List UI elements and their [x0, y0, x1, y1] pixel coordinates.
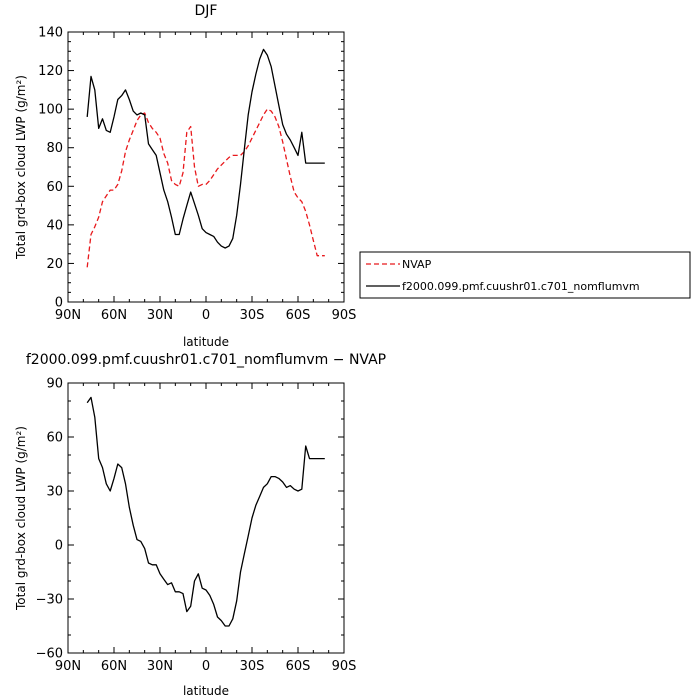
- plot-area-frame: [67, 382, 345, 654]
- legend-label-nvap: NVAP: [402, 258, 432, 271]
- series-lines: [86, 396, 325, 627]
- y-tick-label: 120: [38, 64, 63, 79]
- y-tick-label: 0: [55, 296, 63, 311]
- y-tick-label: 80: [46, 141, 63, 156]
- x-tick-label: 90N: [55, 659, 81, 674]
- x-tick-label: 30N: [147, 308, 173, 323]
- x-tick-label: 30S: [240, 308, 265, 323]
- legend-label-model: f2000.099.pmf.cuushr01.c701_nomflumvm: [402, 280, 640, 293]
- chart-bottom-panel: f2000.099.pmf.cuushr01.c701_nomflumvm − …: [14, 352, 386, 698]
- y-tick-label: 0: [55, 539, 63, 554]
- x-tick-label: 60S: [286, 308, 311, 323]
- series-lines: [86, 48, 325, 268]
- y-axis-title: Total grd-box cloud LWP (g/m²): [14, 75, 28, 260]
- x-axis-title: latitude: [183, 335, 229, 349]
- x-tick-label: 30S: [240, 659, 265, 674]
- y-tick-label: −60: [36, 647, 63, 662]
- series-line-difference: [86, 396, 325, 627]
- x-tick-label: 90N: [55, 308, 81, 323]
- y-tick-label: 20: [46, 257, 63, 272]
- y-tick-label: 60: [46, 431, 63, 446]
- legend: NVAP f2000.099.pmf.cuushr01.c701_nomflum…: [359, 251, 691, 299]
- x-tick-label: 60N: [101, 308, 127, 323]
- chart-title: f2000.099.pmf.cuushr01.c701_nomflumvm − …: [26, 352, 386, 368]
- x-tick-label: 90S: [332, 659, 357, 674]
- y-tick-label: 60: [46, 180, 63, 195]
- tick-marks: [67, 31, 345, 303]
- y-tick-label: 30: [46, 485, 63, 500]
- y-tick-label: 90: [46, 377, 63, 392]
- y-tick-label: −30: [36, 593, 63, 608]
- x-tick-label: 30N: [147, 659, 173, 674]
- series-line-f2000-099-pmf-cuushr01-c701-nomflumvm: [86, 48, 325, 249]
- x-tick-label: 0: [202, 308, 210, 323]
- chart-top-panel: DJF Total grd-box cloud LWP (g/m²) latit…: [14, 3, 345, 349]
- tick-marks: [67, 382, 345, 654]
- y-axis-title: Total grd-box cloud LWP (g/m²): [14, 426, 28, 611]
- series-line-nvap: [86, 108, 325, 268]
- x-tick-label: 60N: [101, 659, 127, 674]
- plot-area-frame: [67, 31, 345, 303]
- y-tick-label: 140: [38, 26, 63, 41]
- legend-box: [359, 251, 691, 299]
- x-tick-label: 60S: [286, 659, 311, 674]
- x-tick-label: 0: [202, 659, 210, 674]
- y-tick-label: 40: [46, 218, 63, 233]
- y-tick-label: 100: [38, 103, 63, 118]
- chart-title: DJF: [195, 3, 218, 19]
- x-axis-title: latitude: [183, 684, 229, 698]
- x-tick-label: 90S: [332, 308, 357, 323]
